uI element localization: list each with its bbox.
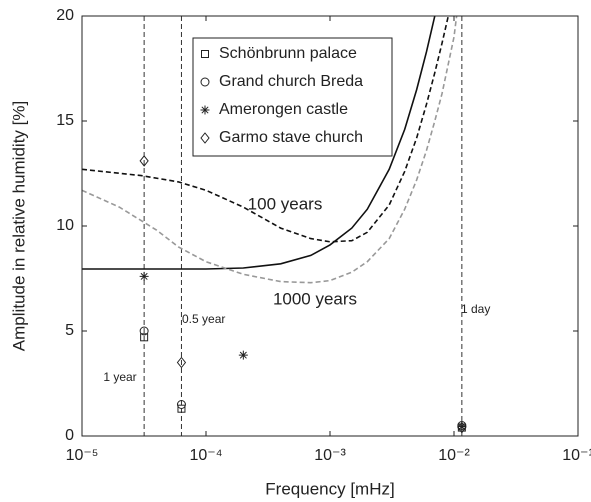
curve-label: 100 years xyxy=(248,194,323,213)
curve xyxy=(82,16,450,243)
y-tick-label: 5 xyxy=(65,322,74,339)
legend-marker xyxy=(200,105,210,115)
x-tick-label: 10⁻³ xyxy=(314,447,346,464)
legend-label: Grand church Breda xyxy=(219,73,363,90)
y-tick-label: 20 xyxy=(56,7,74,24)
y-tick-label: 0 xyxy=(65,427,74,444)
legend-marker xyxy=(200,132,210,144)
x-tick-label: 10⁻⁵ xyxy=(66,447,99,464)
y-axis-label: Amplitude in relative humidity [%] xyxy=(9,101,28,351)
legend-label: Garmo stave church xyxy=(219,129,363,146)
reference-label: 0.5 year xyxy=(182,312,225,326)
curve-label: 1000 years xyxy=(273,289,357,308)
legend-marker xyxy=(200,77,210,87)
point xyxy=(457,422,467,432)
x-tick-label: 10⁻² xyxy=(438,447,470,464)
x-tick-label: 10⁻⁴ xyxy=(189,447,222,464)
legend-label: Amerongen castle xyxy=(219,101,348,118)
point xyxy=(238,350,248,360)
legend-label: Schönbrunn palace xyxy=(219,45,357,62)
point xyxy=(176,356,187,369)
point xyxy=(457,421,467,434)
point xyxy=(177,404,186,413)
curve xyxy=(82,16,436,270)
point xyxy=(139,326,149,336)
x-axis-label: Frequency [mHz] xyxy=(265,479,394,498)
plot-frame xyxy=(81,15,579,437)
reference-label: 1 year xyxy=(103,370,136,384)
legend-box xyxy=(192,37,393,157)
y-tick-label: 10 xyxy=(56,217,74,234)
reference-label: 1 day xyxy=(461,302,490,316)
curve xyxy=(82,16,458,284)
x-tick-label: 10⁻¹ xyxy=(562,447,591,464)
y-tick-label: 15 xyxy=(56,112,74,129)
point xyxy=(140,333,149,342)
point xyxy=(176,400,186,409)
point xyxy=(139,271,149,281)
legend-marker xyxy=(201,50,209,58)
point xyxy=(139,155,149,167)
